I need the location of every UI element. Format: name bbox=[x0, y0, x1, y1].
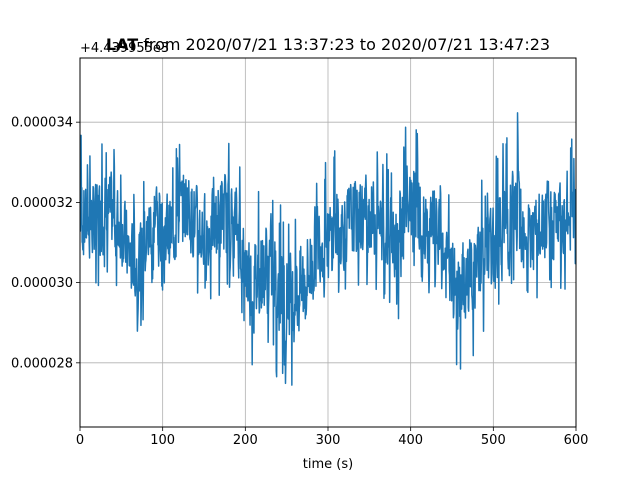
y-tick-label: 0.000028 bbox=[11, 356, 73, 371]
x-tick-label: 100 bbox=[150, 433, 175, 448]
series-line-lat bbox=[80, 112, 576, 386]
x-tick-label: 600 bbox=[564, 433, 589, 448]
chart-title-rest: from 2020/07/21 13:37:23 to 2020/07/21 1… bbox=[138, 35, 550, 54]
chart-title: LAT from 2020/07/21 13:37:23 to 2020/07/… bbox=[106, 35, 550, 54]
y-tick-label: 0.000030 bbox=[11, 276, 73, 291]
series-layer bbox=[80, 112, 576, 386]
x-tick-label: 500 bbox=[481, 433, 506, 448]
axis-ticks: 0 100 200 300 400 500 600 0.000028 0.000030 0.000… bbox=[11, 116, 588, 448]
x-tick-label: 300 bbox=[316, 433, 341, 448]
x-tick-label: 0 bbox=[76, 433, 84, 448]
chart-title-bold: LAT bbox=[106, 35, 138, 54]
y-tick-label: 0.000032 bbox=[11, 196, 73, 211]
x-tick-label: 200 bbox=[233, 433, 258, 448]
x-tick-label: 400 bbox=[398, 433, 423, 448]
x-axis-label: time (s) bbox=[303, 457, 353, 472]
y-axis-offset-label: +4.439955e3 bbox=[80, 41, 169, 56]
y-tick-label: 0.000034 bbox=[11, 116, 73, 131]
